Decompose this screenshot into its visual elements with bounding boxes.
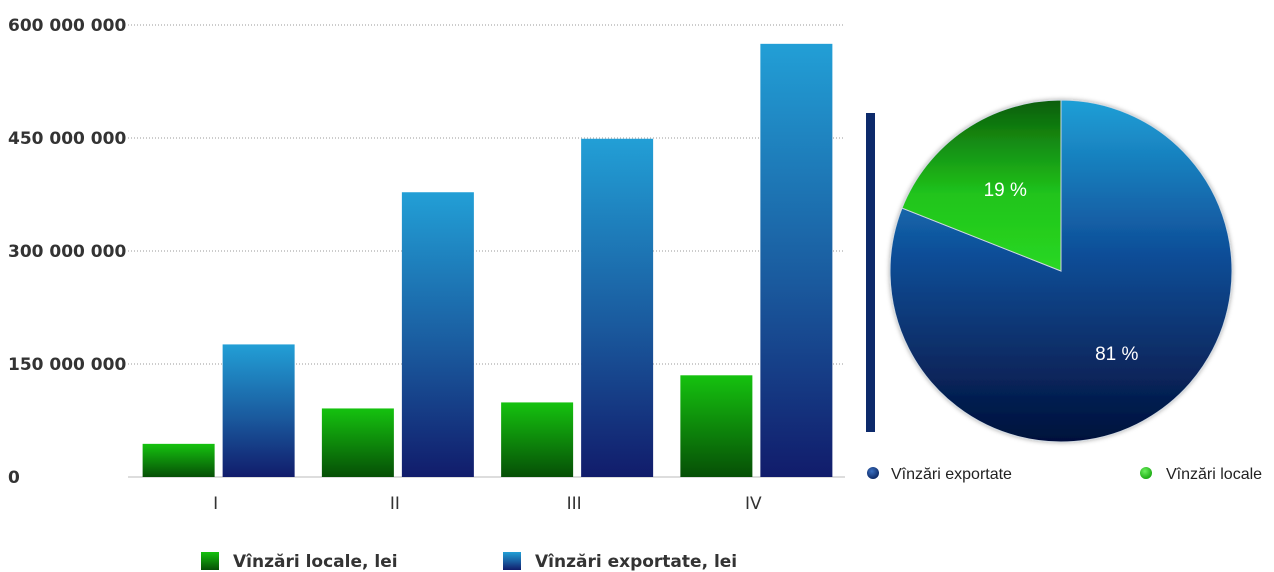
- bar-marks: [142, 43, 833, 478]
- pie-value-label: 19 %: [984, 180, 1027, 201]
- bar-legend: Vînzări locale, lei Vînzări exportate, l…: [201, 552, 737, 572]
- y-tick-label: 0: [8, 468, 20, 488]
- bar-export: [581, 138, 654, 477]
- bar-export: [222, 344, 295, 477]
- legend-swatch-local: [201, 552, 219, 570]
- bar-chart: 0 150 000 000 300 000 000 450 000 000 600 00…: [8, 16, 845, 572]
- x-tick-label: I: [213, 494, 218, 514]
- bar-local: [680, 375, 753, 477]
- pie-slice-local: [901, 99, 1062, 272]
- y-axis-ticks: 0 150 000 000 300 000 000 450 000 000 600 00…: [8, 16, 126, 488]
- x-axis-ticks: I II III IV: [213, 494, 762, 514]
- bar-local: [321, 408, 394, 477]
- y-tick-label: 450 000 000: [8, 129, 126, 149]
- pie-legend-label-export: Vînzări exportate: [891, 466, 1012, 483]
- pie-legend: Vînzări exportate Vînzări locale: [867, 466, 1262, 483]
- pie-labels: 81 % 19 %: [984, 180, 1139, 365]
- legend-label-local: Vînzări locale, lei: [233, 552, 398, 572]
- legend-swatch-export: [503, 552, 521, 570]
- y-tick-label: 150 000 000: [8, 355, 126, 375]
- pie-slice-export: [889, 99, 1233, 443]
- pie-legend-bar: [866, 113, 875, 432]
- bar-grid: [128, 24, 845, 365]
- bar-export: [760, 43, 833, 477]
- pie-legend-dot-local: [1140, 467, 1152, 479]
- bar-local: [142, 443, 215, 477]
- pie-chart: 81 % 19 % Vînzări exportate Vînzări local…: [866, 99, 1262, 483]
- bar-local: [501, 402, 574, 477]
- bar-export: [401, 192, 474, 478]
- pie-value-label: 81 %: [1095, 344, 1138, 365]
- y-tick-label: 300 000 000: [8, 242, 126, 262]
- pie-legend-dot-export: [867, 467, 879, 479]
- legend-label-export: Vînzări exportate, lei: [535, 552, 737, 572]
- x-tick-label: IV: [745, 494, 762, 514]
- x-tick-label: II: [390, 494, 400, 514]
- y-tick-label: 600 000 000: [8, 16, 126, 36]
- pie-legend-label-local: Vînzări locale: [1166, 466, 1262, 483]
- pie-slices: [889, 99, 1233, 443]
- x-tick-label: III: [567, 494, 582, 514]
